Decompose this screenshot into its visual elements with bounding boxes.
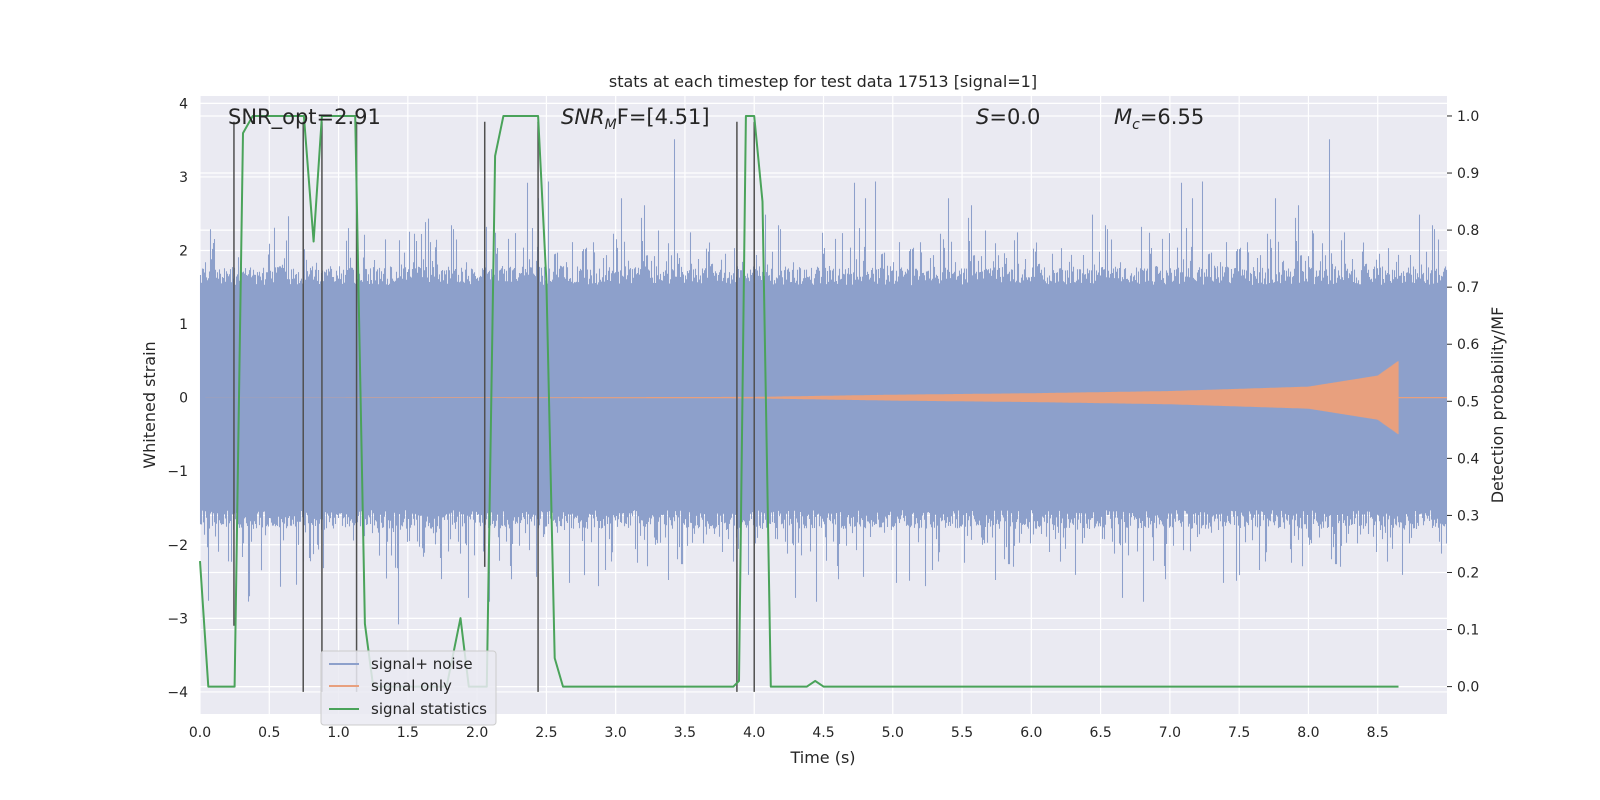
annotation-s-value: =0.0 — [989, 105, 1040, 129]
y-right-tick-label: 0.4 — [1457, 451, 1479, 467]
y-right-tick-label: 0.7 — [1457, 280, 1479, 296]
y-left-tick-label: 4 — [179, 96, 188, 112]
y-left-axis-label: Whitened strain — [140, 341, 159, 468]
x-tick-label: 5.0 — [882, 725, 904, 741]
x-tick-label: 4.5 — [812, 725, 834, 741]
chart-title: stats at each timestep for test data 175… — [609, 72, 1037, 91]
y-right-axis-ticks: 1.0 0.9 0.8 0.7 0.6 0.5 0.4 0.3 0.2 0.1 0.0 — [1447, 109, 1479, 696]
y-right-tick-label: 0.9 — [1457, 166, 1479, 182]
x-tick-label: 5.5 — [951, 725, 973, 741]
series-signal-only — [205, 361, 1447, 435]
legend: signal+ noise signal only signal statist… — [320, 650, 497, 726]
x-tick-label: 3.0 — [605, 725, 627, 741]
y-left-axis-ticks: 4 3 2 1 0 −1 −2 −3 −4 — [167, 96, 188, 701]
y-right-tick-label: 0.5 — [1457, 394, 1479, 410]
x-tick-label: 1.0 — [327, 725, 349, 741]
y-right-tick-label: 0.2 — [1457, 565, 1479, 581]
y-left-tick-label: −1 — [167, 464, 188, 480]
y-left-tick-label: −2 — [167, 538, 188, 554]
annotation-s-symbol: S — [976, 105, 989, 129]
annotation-s: S=0.0 — [976, 105, 1040, 129]
x-tick-label: 6.0 — [1020, 725, 1042, 741]
annotation-snr-mf-subscript: M — [605, 117, 617, 133]
x-axis-label: Time (s) — [789, 748, 855, 767]
x-tick-label: 7.0 — [1159, 725, 1181, 741]
x-tick-label: 3.5 — [674, 725, 696, 741]
signal-trace — [205, 361, 1447, 435]
x-tick-label: 4.0 — [743, 725, 765, 741]
x-tick-label: 8.0 — [1297, 725, 1319, 741]
annotation-snr-mf-value: F=[4.51] — [617, 105, 710, 129]
x-tick-label: 2.0 — [466, 725, 488, 741]
vertical-marker-lines — [233, 121, 755, 692]
y-right-tick-label: 0.3 — [1457, 508, 1479, 524]
x-tick-label: 1.5 — [397, 725, 419, 741]
legend-label-stats: signal statistics — [371, 700, 487, 718]
y-left-tick-label: 3 — [179, 170, 188, 186]
annotation-snr-mf: SNRMF=[4.51] — [561, 105, 710, 133]
x-tick-label: 0.0 — [189, 725, 211, 741]
x-tick-label: 7.5 — [1228, 725, 1250, 741]
legend-label-signal: signal only — [371, 677, 452, 695]
y-right-tick-label: 1.0 — [1457, 109, 1479, 125]
statistics-trace — [199, 115, 1399, 688]
y-left-tick-label: 0 — [179, 391, 188, 407]
y-left-tick-label: 1 — [179, 317, 188, 333]
series-signal-statistics — [199, 115, 1399, 688]
x-axis-ticks: 0.0 0.5 1.0 1.5 2.0 2.5 3.0 3.5 4.0 4.5 5.0 5.5 6.0 6… — [189, 725, 1389, 741]
x-tick-label: 6.5 — [1089, 725, 1111, 741]
y-right-tick-label: 0.1 — [1457, 623, 1479, 639]
y-left-tick-label: −4 — [167, 685, 188, 701]
y-left-tick-label: −3 — [167, 611, 188, 627]
y-right-tick-label: 0.8 — [1457, 223, 1479, 239]
annotation-mc-symbol: M — [1114, 105, 1132, 129]
annotation-mc-subscript: c — [1132, 117, 1140, 133]
y-right-axis-label: Detection probability/MF — [1488, 307, 1507, 504]
x-tick-label: 2.5 — [535, 725, 557, 741]
annotation-snr-mf-symbol: SNR — [561, 105, 605, 129]
annotation-mc-value: =6.55 — [1140, 105, 1204, 129]
x-tick-label: 8.5 — [1367, 725, 1389, 741]
legend-label-noise: signal+ noise — [371, 655, 473, 673]
legend-box — [320, 650, 497, 726]
annotation-mc: Mc=6.55 — [1114, 105, 1204, 133]
y-right-tick-label: 0.6 — [1457, 337, 1479, 353]
x-tick-label: 0.5 — [258, 725, 280, 741]
y-right-tick-label: 0.0 — [1457, 680, 1479, 696]
annotation-snr-opt: SNR_opt=2.91 — [228, 105, 381, 130]
y-left-tick-label: 2 — [179, 244, 188, 260]
